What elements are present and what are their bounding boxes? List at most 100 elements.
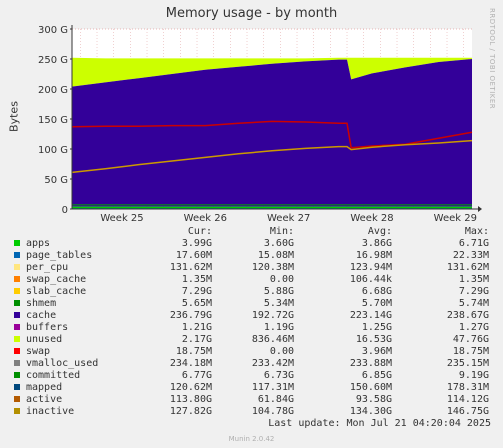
x-tick-label: Week 25	[100, 213, 143, 224]
header-max: Max:	[464, 226, 489, 237]
legend-cur: 127.82G	[169, 406, 212, 417]
cache-area	[72, 59, 472, 207]
legend-row-swap-cache: swap_cache 1.35M 0.00 106.44k 1.35M	[12, 274, 492, 286]
legend-label: cache	[26, 310, 57, 321]
legend-table: Cur: Min: Avg: Max: apps 3.99G 3.60G 3.86G 6…	[12, 226, 492, 418]
legend-avg: 134.30G	[349, 406, 392, 417]
header-min: Min:	[269, 226, 294, 237]
legend-avg: 93.58G	[355, 394, 392, 405]
legend-swatch	[14, 288, 20, 294]
legend-min: 15.08M	[257, 250, 294, 261]
legend-label: unused	[26, 334, 63, 345]
legend-swatch	[14, 336, 20, 342]
legend-cur: 113.80G	[169, 394, 212, 405]
legend-swatch	[14, 324, 20, 330]
legend-max: 6.71G	[458, 238, 489, 249]
active-line	[71, 139, 473, 174]
legend-avg: 16.98M	[355, 250, 392, 261]
header-avg: Avg:	[367, 226, 392, 237]
x-tick-label: Week 26	[184, 213, 227, 224]
legend-row-committed: committed 6.77G 6.73G 6.85G 9.19G	[12, 370, 492, 382]
legend-row-active: active 113.80G 61.84G 93.58G 114.12G	[12, 394, 492, 406]
legend-max: 131.62M	[446, 262, 489, 273]
legend-cur: 7.29G	[181, 286, 212, 297]
legend-cur: 3.99G	[181, 238, 212, 249]
legend-row-swap: swap 18.75M 0.00 3.96M 18.75M	[12, 346, 492, 358]
legend-min: 61.84G	[257, 394, 294, 405]
legend-label: swap	[26, 346, 51, 357]
last-update: Last update: Mon Jul 21 04:20:04 2025	[268, 418, 491, 429]
legend-label: mapped	[26, 382, 63, 393]
legend-swatch	[14, 276, 20, 282]
x-axis-arrow	[478, 206, 482, 212]
legend-label: per_cpu	[26, 262, 69, 273]
legend-max: 114.12G	[446, 394, 489, 405]
y-tick-label: 250 G	[38, 55, 68, 66]
legend-max: 1.35M	[458, 274, 489, 285]
legend-row-unused: unused 2.17G 836.46M 16.53G 47.76G	[12, 334, 492, 346]
legend-avg: 150.60M	[349, 382, 392, 393]
legend-row-cache: cache 236.79G 192.72G 223.14G 238.67G	[12, 310, 492, 322]
legend-max: 146.75G	[446, 406, 489, 417]
legend-cur: 2.17G	[181, 334, 212, 345]
legend-row-slab-cache: slab_cache 7.29G 5.88G 6.68G 7.29G	[12, 286, 492, 298]
legend-avg: 106.44k	[349, 274, 392, 285]
legend-max: 18.75M	[452, 346, 489, 357]
legend-cur: 6.77G	[181, 370, 212, 381]
legend-max: 1.27G	[458, 322, 489, 333]
legend-swatch	[14, 360, 20, 366]
legend-cur: 120.62M	[169, 382, 212, 393]
chart-title: Memory usage - by month	[165, 6, 338, 21]
legend-cur: 131.62M	[169, 262, 212, 273]
legend-swatch	[14, 396, 20, 402]
axes	[71, 25, 482, 212]
legend-min: 836.46M	[251, 334, 294, 345]
legend-avg: 3.96M	[361, 346, 392, 357]
legend-row-shmem: shmem 5.65M 5.34M 5.70M 5.74M	[12, 298, 492, 310]
legend-min: 3.60G	[263, 238, 294, 249]
y-tick-label: 300 G	[38, 25, 68, 36]
legend-cur: 234.18M	[169, 358, 212, 369]
legend-avg: 233.88M	[349, 358, 392, 369]
munin-version: Munin 2.0.42	[228, 435, 275, 443]
legend-label: page_tables	[26, 250, 93, 261]
x-tick-label: Week 27	[267, 213, 310, 224]
legend-row-page-tables: page_tables 17.60M 15.08M 16.98M 22.33M	[12, 250, 492, 262]
legend-max: 22.33M	[452, 250, 489, 261]
legend-avg: 1.25G	[361, 322, 392, 333]
legend-row-buffers: buffers 1.21G 1.19G 1.25G 1.27G	[12, 322, 492, 334]
legend-label: active	[26, 394, 63, 405]
legend-min: 104.78G	[251, 406, 294, 417]
legend-label: shmem	[26, 298, 57, 309]
legend-avg: 3.86G	[361, 238, 392, 249]
legend-label: vmalloc_used	[26, 358, 99, 369]
x-ticks: Week 25 Week 26 Week 27 Week 28 Week 29	[100, 213, 477, 224]
y-tick-label: 0	[62, 205, 68, 216]
legend-max: 178.31M	[446, 382, 489, 393]
legend-cur: 5.65M	[181, 298, 212, 309]
legend-min: 120.38M	[251, 262, 294, 273]
legend-min: 1.19G	[263, 322, 294, 333]
legend-swatch	[14, 252, 20, 258]
legend-label: buffers	[26, 322, 69, 333]
legend-swatch	[14, 240, 20, 246]
legend-row-apps: apps 3.99G 3.60G 3.86G 6.71G	[12, 238, 492, 250]
legend-avg: 6.68G	[361, 286, 392, 297]
legend-min: 233.42M	[251, 358, 294, 369]
header-cur: Cur:	[187, 226, 212, 237]
inactive-line	[71, 120, 473, 149]
legend-avg: 5.70M	[361, 298, 392, 309]
unused-area	[72, 57, 472, 87]
legend-row-inactive: inactive 127.82G 104.78G 134.30G 146.75G	[12, 406, 492, 418]
legend-avg: 6.85G	[361, 370, 392, 381]
y-tick-label: 100 G	[38, 145, 68, 156]
legend-swatch	[14, 372, 20, 378]
legend-row-vmalloc-used: vmalloc_used 234.18M 233.42M 233.88M 235.15M	[12, 358, 492, 370]
legend-min: 117.31M	[251, 382, 294, 393]
legend-label: inactive	[26, 406, 75, 417]
legend-cur: 1.21G	[181, 322, 212, 333]
legend-header: Cur: Min: Avg: Max:	[12, 226, 492, 238]
legend-avg: 223.14G	[349, 310, 392, 321]
legend-avg: 16.53G	[355, 334, 392, 345]
legend-min: 5.88G	[263, 286, 294, 297]
